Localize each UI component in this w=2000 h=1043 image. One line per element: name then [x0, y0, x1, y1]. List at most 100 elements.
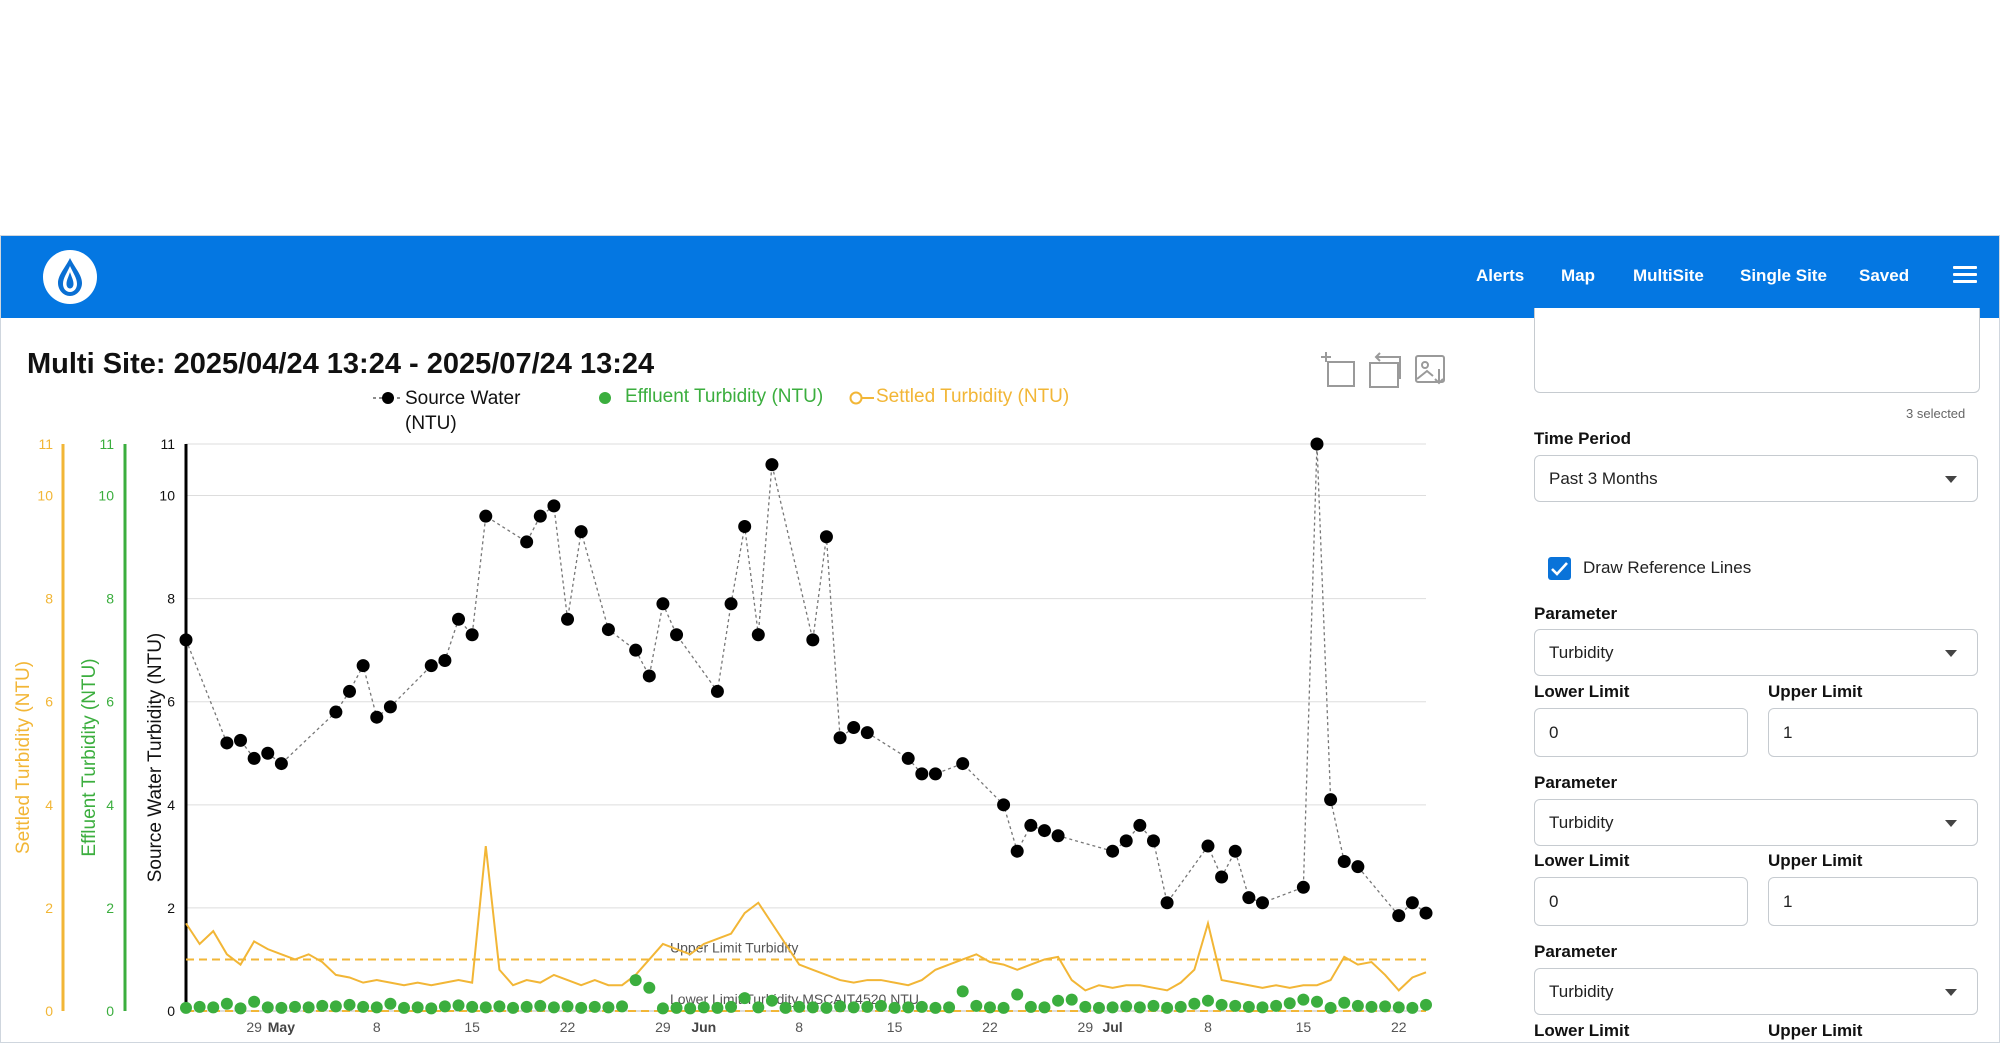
water-drop-logo-icon[interactable]	[43, 250, 97, 304]
legend-source-water[interactable]: Source Water (NTU)	[405, 386, 520, 436]
source-water-point	[1419, 906, 1433, 920]
effluent-y-tick-label: 8	[106, 591, 114, 607]
source-water-point	[356, 659, 370, 673]
legend-source-line1: Source Water	[405, 388, 521, 409]
effluent-point	[1310, 995, 1323, 1008]
parameter-label: Parameter	[1534, 773, 1618, 792]
effluent-point	[261, 1001, 274, 1014]
source-y-tick-label: 8	[167, 591, 175, 607]
effluent-point	[547, 1001, 560, 1014]
reset-axes-icon[interactable]	[1366, 351, 1406, 391]
effluent-point	[834, 1000, 847, 1013]
source-water-point	[1242, 891, 1256, 905]
source-water-point	[1215, 870, 1229, 884]
source-water-point	[601, 623, 615, 637]
source-y-tick-label: 2	[167, 900, 175, 916]
time-period-label: Time Period	[1534, 429, 1631, 448]
x-tick-label: 15	[1296, 1019, 1312, 1035]
legend-settled-turbidity[interactable]: Settled Turbidity (NTU)	[876, 386, 1070, 407]
effluent-point	[193, 1000, 206, 1013]
nav-alerts-link[interactable]: Alerts	[1476, 266, 1525, 285]
settled-y-tick-label: 0	[45, 1003, 53, 1019]
source-water-point	[1133, 818, 1147, 832]
source-water-point	[915, 767, 929, 781]
effluent-point	[520, 1000, 533, 1013]
source-water-point	[452, 612, 466, 626]
x-tick-label: 29	[1078, 1019, 1094, 1035]
lower-limit-input[interactable]: 0	[1534, 708, 1748, 757]
effluent-point	[493, 1000, 506, 1013]
effluent-y-axis-title: Effluent Turbidity (NTU)	[79, 658, 100, 856]
x-tick-label: 29	[655, 1019, 671, 1035]
effluent-point	[1092, 1001, 1105, 1014]
effluent-point	[806, 1001, 819, 1014]
effluent-point	[575, 1001, 588, 1014]
parameter-select[interactable]: Turbidity	[1534, 799, 1978, 846]
effluent-point	[915, 1000, 928, 1013]
effluent-point	[1120, 1000, 1133, 1013]
time-period-select[interactable]: Past 3 Months	[1534, 455, 1978, 502]
upper-limit-input[interactable]: 1	[1768, 877, 1978, 926]
effluent-point	[1365, 1000, 1378, 1013]
source-water-point	[1337, 855, 1351, 869]
source-water-point	[1392, 909, 1406, 923]
lower-limit-input[interactable]: 0	[1534, 877, 1748, 926]
effluent-point	[1038, 1001, 1051, 1014]
draw-reference-lines-checkbox[interactable]	[1548, 557, 1571, 580]
effluent-point	[1188, 997, 1201, 1010]
effluent-point	[1065, 993, 1078, 1006]
source-water-point	[1037, 824, 1051, 838]
effluent-point	[902, 1001, 915, 1014]
parameter-select[interactable]: Turbidity	[1534, 968, 1978, 1015]
nav-saved-link[interactable]: Saved	[1859, 266, 1910, 285]
effluent-point	[275, 1001, 288, 1014]
top-navbar: Alerts Map MultiSite Single Site Saved	[1, 236, 1999, 318]
effluent-point	[329, 1000, 342, 1013]
x-tick-label: May	[268, 1019, 295, 1035]
upper-limit-label: Upper Limit	[1768, 851, 1863, 870]
source-water-point	[247, 751, 261, 765]
time-period-value: Past 3 Months	[1549, 469, 1658, 488]
effluent-point	[1052, 994, 1065, 1007]
source-water-point	[1324, 793, 1338, 807]
source-y-tick-label: 6	[167, 694, 175, 710]
parameter-label: Parameter	[1534, 942, 1618, 961]
effluent-y-tick-label: 6	[106, 694, 114, 710]
x-tick-label: 22	[982, 1019, 998, 1035]
hamburger-menu-icon[interactable]	[1953, 262, 1977, 288]
source-water-point	[547, 499, 561, 513]
parameter-value: Turbidity	[1549, 643, 1614, 662]
source-water-point	[642, 669, 656, 683]
effluent-point	[847, 1001, 860, 1014]
nav-single-site-link[interactable]: Single Site	[1740, 266, 1827, 285]
legend-source-line2: (NTU)	[405, 413, 457, 434]
effluent-point	[1201, 994, 1214, 1007]
upper-limit-input[interactable]: 1	[1768, 708, 1978, 757]
settled-y-tick-label: 10	[37, 488, 53, 504]
settled-y-tick-label: 2	[45, 900, 53, 916]
effluent-point	[425, 1002, 438, 1015]
zoom-select-icon[interactable]	[1319, 351, 1359, 391]
parameter-select[interactable]: Turbidity	[1534, 629, 1978, 676]
effluent-point	[643, 981, 656, 994]
effluent-point	[479, 1001, 492, 1014]
x-tick-label: 8	[795, 1019, 803, 1035]
source-water-point	[1310, 437, 1324, 451]
site-multiselect[interactable]	[1534, 308, 1980, 393]
turbidity-chart[interactable]: 0 2 4 6 8 10 11 0 2 4 6 8 10 11 0 2 4 6 8 10 11 Source Water …	[1, 236, 1501, 1043]
source-water-point	[1024, 818, 1038, 832]
effluent-point	[616, 1000, 629, 1013]
effluent-point	[1215, 998, 1228, 1011]
source-water-point	[465, 628, 479, 642]
x-tick-label: 22	[560, 1019, 576, 1035]
lower-limit-value: 0	[1549, 723, 1559, 742]
nav-multisite-link[interactable]: MultiSite	[1633, 266, 1704, 285]
effluent-point	[929, 1001, 942, 1014]
legend-effluent-turbidity[interactable]: Effluent Turbidity (NTU)	[625, 386, 824, 407]
effluent-point	[234, 1002, 247, 1015]
effluent-point	[1106, 1001, 1119, 1014]
effluent-point	[466, 1000, 479, 1013]
nav-map-link[interactable]: Map	[1561, 266, 1595, 285]
download-image-icon[interactable]	[1411, 351, 1451, 391]
chevron-down-icon	[1945, 820, 1957, 827]
